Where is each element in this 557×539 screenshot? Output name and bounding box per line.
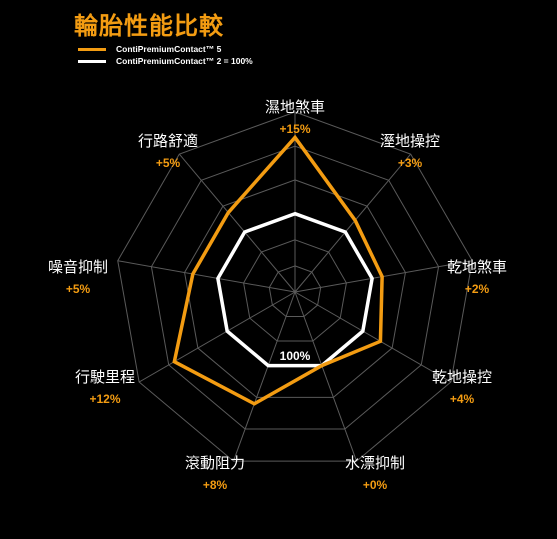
axis-label-9: 行路舒適 xyxy=(138,132,198,150)
grid-spoke-2 xyxy=(294,153,412,293)
axis-delta-5: +0% xyxy=(363,478,388,492)
grid-ring-1 xyxy=(268,265,322,318)
axis-delta-3: +2% xyxy=(465,282,490,296)
axis-delta-8: +5% xyxy=(66,282,91,296)
grid-ring-4 xyxy=(184,179,406,398)
legend-label-cpc5: ContiPremiumContact™ 5 xyxy=(116,44,222,54)
legend: ContiPremiumContact™ 5 ContiPremiumConta… xyxy=(78,43,253,67)
grid-spoke-6 xyxy=(232,291,296,462)
grid-spoke-5 xyxy=(294,291,358,462)
grid-spoke-8 xyxy=(117,260,296,293)
axis-delta-6: +8% xyxy=(203,478,228,492)
grid-ring-2 xyxy=(243,239,347,342)
axis-label-5: 水漂抑制 xyxy=(345,454,405,472)
axis-delta-4: +4% xyxy=(450,392,475,406)
grid-spoke-7 xyxy=(138,291,296,383)
axis-label-3: 乾地煞車 xyxy=(447,258,507,276)
axis-delta-9: +5% xyxy=(156,156,181,170)
axis-delta-7: +12% xyxy=(89,392,120,406)
legend-swatch-cpc2 xyxy=(78,59,106,63)
legend-swatch-cpc5 xyxy=(78,47,106,51)
axis-label-6: 滾動阻力 xyxy=(185,454,245,472)
baseline-label: 100% xyxy=(280,349,311,363)
axis-label-8: 噪音抑制 xyxy=(48,258,108,276)
grid-ring-6 xyxy=(117,111,473,462)
axis-delta-1: +15% xyxy=(279,122,310,136)
grid-spoke-9 xyxy=(178,153,296,293)
legend-label-cpc2: ContiPremiumContact™ 2 = 100% xyxy=(116,56,253,66)
legend-item-cpc2: ContiPremiumContact™ 2 = 100% xyxy=(78,55,253,67)
axis-delta-2: +3% xyxy=(398,156,423,170)
chart-title: 輪胎性能比較 xyxy=(74,12,224,40)
axis-label-7: 行駛里程 xyxy=(75,368,135,386)
series-line-2 xyxy=(216,211,374,368)
grid-ring-5 xyxy=(150,145,440,430)
grid-spoke-4 xyxy=(294,291,452,383)
series-line-1 xyxy=(172,134,384,406)
legend-item-cpc5: ContiPremiumContact™ 5 xyxy=(78,43,253,55)
axis-label-2: 溼地操控 xyxy=(380,132,440,150)
axis-label-4: 乾地操控 xyxy=(432,368,492,386)
axis-label-1: 濕地煞車 xyxy=(265,98,325,116)
